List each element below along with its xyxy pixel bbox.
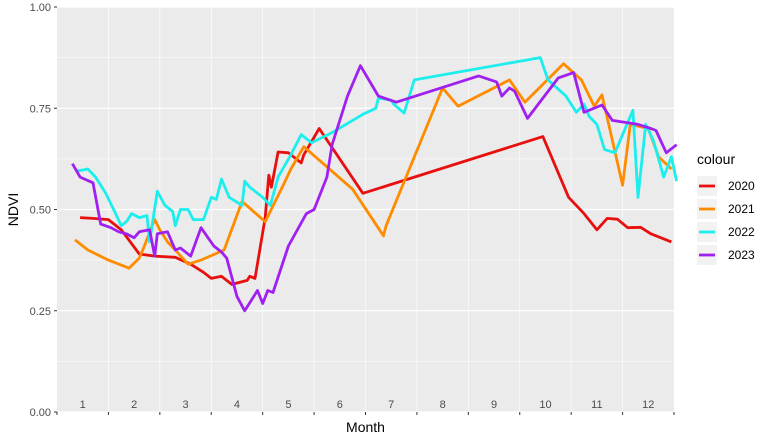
x-tick-label: 11 (591, 399, 602, 411)
x-tick-label: 3 (182, 399, 188, 411)
y-tick-label: 1.00 (30, 2, 51, 14)
legend-title: colour (697, 151, 735, 167)
series-line-2020 (80, 127, 672, 286)
series-lines (71, 56, 678, 313)
legend-item-2023: 2023 (697, 245, 755, 265)
legend-label: 2023 (728, 248, 755, 262)
y-axis-title: NDVI (5, 193, 21, 226)
x-tick-label: 12 (642, 399, 654, 411)
series-line-2021 (74, 62, 673, 270)
y-tick-label: 0.75 (30, 103, 51, 115)
legend-label: 2020 (728, 179, 755, 193)
x-tick-label: 4 (234, 399, 240, 411)
x-tick-label: 8 (440, 399, 446, 411)
x-tick-label: 7 (388, 399, 394, 411)
series-line-2023 (71, 64, 678, 313)
legend-item-2022: 2022 (697, 222, 755, 242)
x-tick-label: 9 (491, 399, 497, 411)
y-tick-label: 0.00 (30, 407, 51, 419)
x-tick-label: 5 (285, 399, 291, 411)
legend: colour 2020 2021 2022 2023 (697, 151, 755, 265)
y-tick-label: 0.50 (30, 205, 51, 217)
legend-label: 2022 (728, 225, 755, 239)
y-axis-ticks: 0.00 0.25 0.50 0.75 1.00 (30, 2, 57, 419)
legend-item-2021: 2021 (697, 199, 755, 219)
legend-label: 2021 (728, 202, 755, 216)
x-tick-label: 10 (539, 399, 551, 411)
x-tick-label: 2 (131, 399, 137, 411)
x-axis-ticks: 1 2 3 4 5 6 7 8 9 10 11 12 (56, 399, 675, 415)
legend-item-2020: 2020 (697, 176, 755, 196)
x-tick-label: 6 (337, 399, 343, 411)
y-tick-label: 0.25 (30, 306, 51, 318)
series-line-2022 (77, 56, 678, 244)
x-axis-title: Month (346, 419, 385, 435)
x-tick-label: 1 (80, 399, 86, 411)
